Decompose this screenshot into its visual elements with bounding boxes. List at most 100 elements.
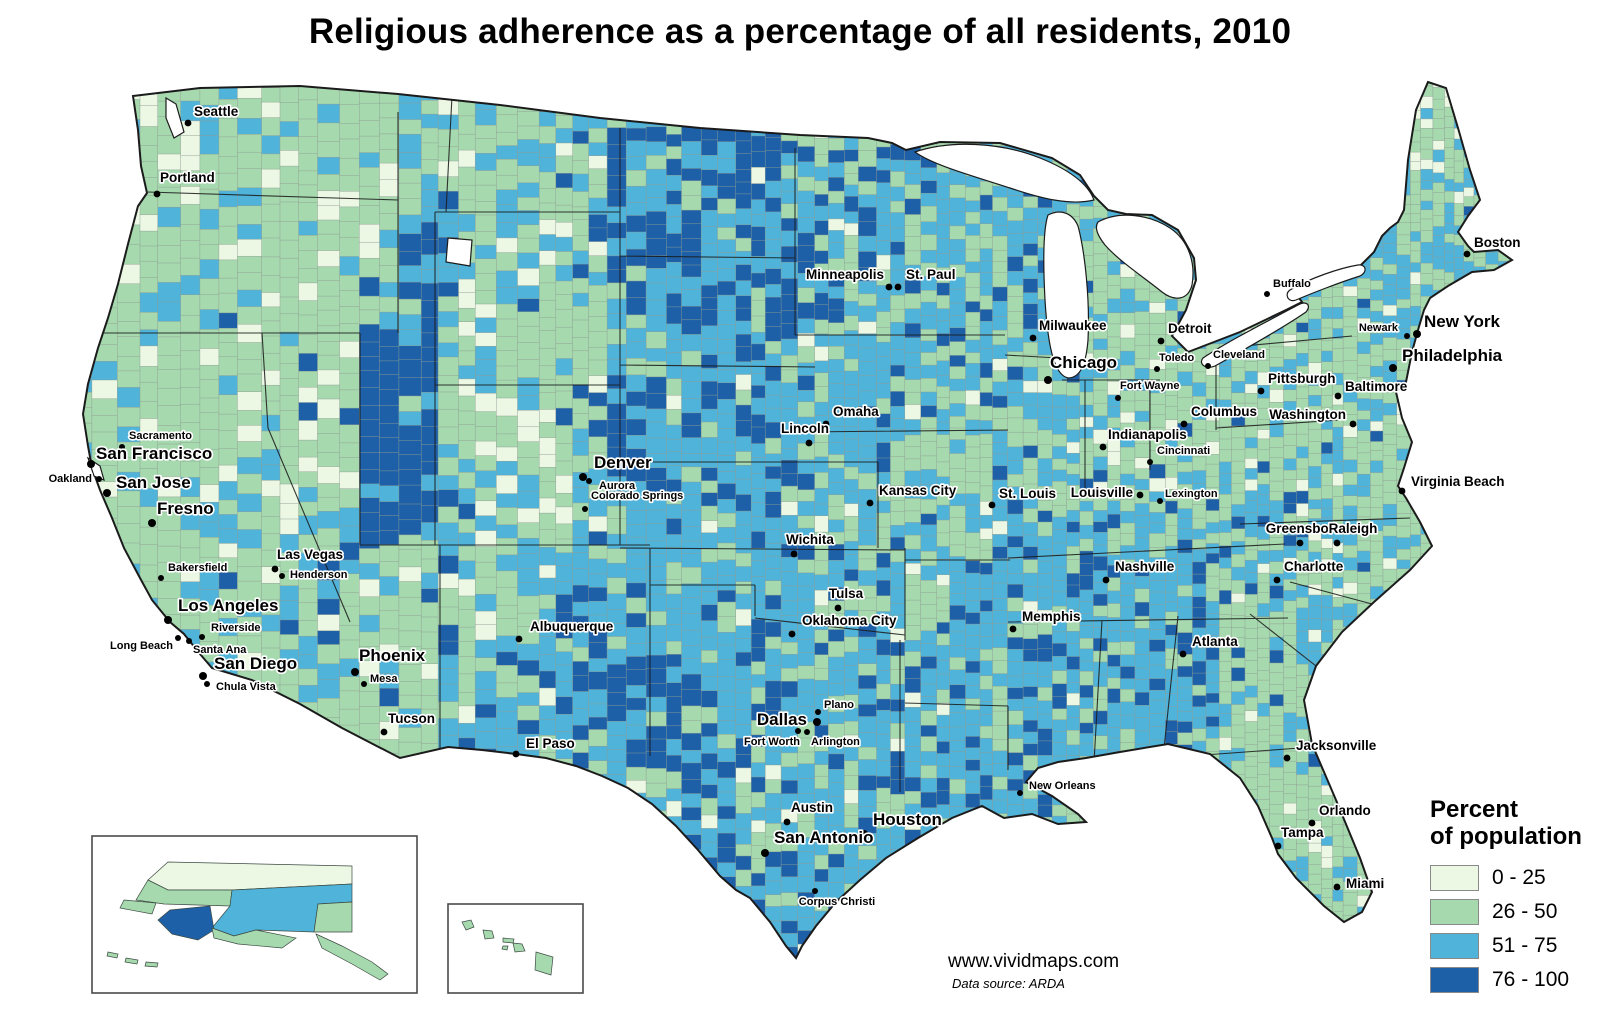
city-marker-albuquerque: Albuquerque [515, 617, 615, 643]
attribution-source: Data source: ARDA [952, 976, 1065, 991]
city-label: Milwaukee [1039, 318, 1107, 333]
city-dot [186, 638, 192, 644]
city-label: Tampa [1281, 825, 1324, 840]
lake-shape [1043, 211, 1090, 379]
city-dot [579, 473, 587, 481]
city-dot [103, 489, 111, 497]
city-dot [1333, 539, 1341, 547]
legend-label-76-100: 76 - 100 [1492, 968, 1570, 991]
city-marker-baltimore: Baltimore [1334, 377, 1409, 400]
city-label: Buffalo [1273, 278, 1311, 290]
city-label: San Antonio [774, 828, 873, 847]
city-marker-new-york: New York [1413, 310, 1502, 338]
city-label: Bakersfield [168, 562, 227, 574]
city-label: Omaha [833, 404, 879, 419]
water-notch [445, 237, 473, 267]
city-marker-wichita: Wichita [784, 530, 836, 558]
city-label: Seattle [194, 104, 239, 119]
city-marker-san-antonio: San Antonio [761, 826, 875, 857]
city-marker-milwaukee: Milwaukee [1029, 316, 1109, 342]
city-dot [790, 550, 798, 558]
city-dot [380, 728, 388, 736]
city-dot [1147, 459, 1153, 465]
city-label: Fresno [157, 499, 214, 518]
city-marker-philadelphia: Philadelphia [1389, 344, 1504, 372]
great-lakes [86, 96, 1366, 482]
city-dot [866, 499, 874, 507]
city-marker-san-diego: San Diego [199, 652, 299, 680]
aleutian-islands [106, 951, 159, 968]
city-marker-detroit: Detroit [1157, 319, 1214, 345]
city-label: Mesa [370, 673, 398, 685]
legend-row: 76 - 100 [1430, 967, 1600, 993]
lake-shape [1095, 214, 1194, 299]
lake-shape [1286, 264, 1366, 302]
alaska-region [211, 883, 353, 937]
city-label: Kansas City [879, 483, 957, 498]
city-marker-tulsa: Tulsa [827, 584, 865, 612]
city-dot [1389, 364, 1397, 372]
hawaii-island [461, 919, 475, 931]
city-label: Cleveland [1213, 349, 1265, 361]
city-label: Nashville [1115, 559, 1175, 574]
water-notch [165, 96, 185, 139]
city-label: Orlando [1319, 803, 1371, 818]
city-label: Philadelphia [1402, 346, 1503, 365]
city-label: Las Vegas [277, 547, 343, 562]
city-label: Oakland [49, 473, 92, 485]
city-dot [1264, 291, 1270, 297]
city-label: Denver [594, 453, 652, 472]
city-markers: Seattle Portland Sacramento San Francisco Oa… [47, 102, 1522, 909]
city-label: Houston [873, 810, 942, 829]
city-marker-long-beach: Long Beach [108, 635, 181, 654]
city-dot [1349, 420, 1357, 428]
city-dot [1115, 395, 1121, 401]
hawaii-inset-frame [447, 903, 584, 994]
city-dot [1205, 363, 1211, 369]
city-label: San Jose [116, 473, 191, 492]
city-label: Washington [1269, 407, 1346, 422]
city-label: Arlington [811, 736, 860, 748]
legend-title-line1: Percent [1430, 796, 1519, 823]
city-marker-lexington: Lexington [1157, 486, 1219, 504]
city-dot [1009, 625, 1017, 633]
city-label: Fort Wayne [1120, 380, 1180, 392]
legend-row: 26 - 50 [1430, 899, 1600, 925]
city-dot [894, 283, 902, 291]
city-label: Plano [824, 699, 854, 711]
city-dot [87, 460, 95, 468]
city-dot [761, 849, 769, 857]
city-dot [1334, 392, 1342, 400]
city-dot [804, 729, 810, 735]
city-dot [805, 439, 813, 447]
city-dot [351, 668, 359, 676]
city-marker-henderson: Henderson [279, 567, 349, 583]
city-dot [1179, 650, 1187, 658]
city-marker-lincoln: Lincoln [779, 419, 831, 447]
city-dot [96, 476, 102, 482]
city-label: Sacramento [129, 430, 192, 442]
hawaii-island [534, 951, 554, 976]
city-marker-portland: Portland [153, 168, 216, 198]
city-dot [1257, 387, 1265, 395]
city-dot [153, 190, 161, 198]
city-dot [822, 420, 830, 428]
city-marker-memphis: Memphis [1009, 607, 1082, 633]
city-label: San Diego [214, 654, 297, 673]
city-dot [515, 635, 523, 643]
city-label: Dallas [757, 710, 807, 729]
city-label: Lexington [1165, 488, 1218, 500]
city-marker-mesa: Mesa [361, 671, 400, 687]
city-label: Lincoln [781, 421, 829, 436]
city-marker-st-paul: St. Paul [894, 265, 957, 291]
city-label: Colorado Springs [591, 490, 683, 502]
city-label: Aurora [599, 480, 636, 492]
city-label: Toledo [1159, 352, 1195, 364]
city-dot [1413, 330, 1421, 338]
city-marker-greensboro: Greensboro [1264, 519, 1344, 547]
alaska-region [313, 901, 353, 933]
city-label: Atlanta [1192, 634, 1238, 649]
city-label: Newark [1359, 322, 1399, 334]
city-dot [1463, 250, 1471, 258]
